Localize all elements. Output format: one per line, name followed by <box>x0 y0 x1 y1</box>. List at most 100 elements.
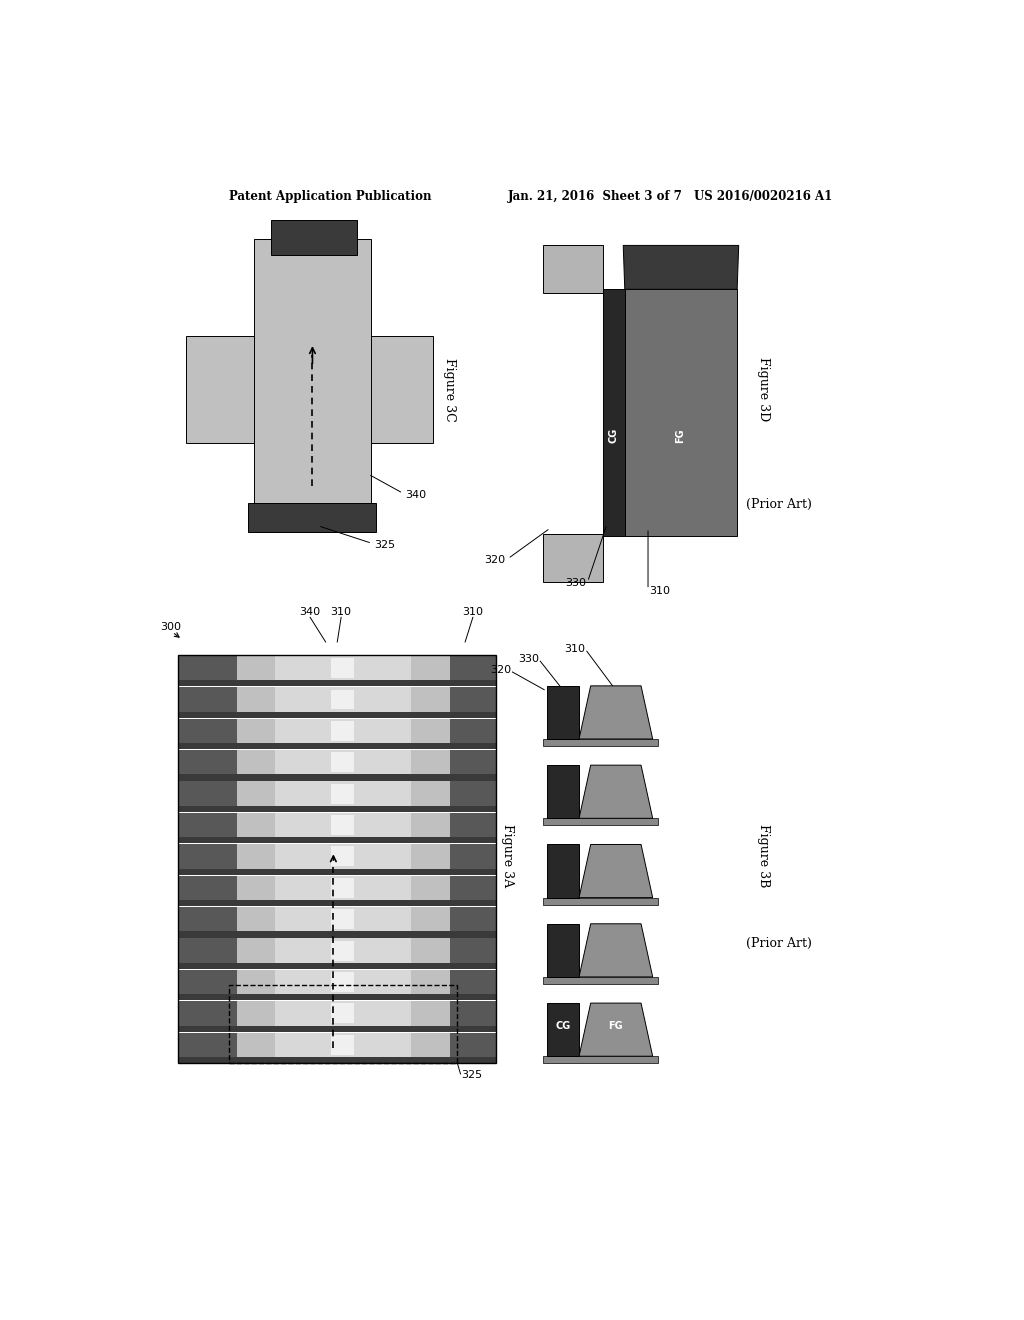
Bar <box>625 289 737 536</box>
Bar <box>547 1003 579 1056</box>
Bar <box>275 939 411 962</box>
Bar <box>450 845 496 869</box>
Bar <box>275 1032 411 1057</box>
Bar <box>603 289 625 536</box>
Bar <box>275 845 411 869</box>
Bar <box>450 718 496 743</box>
Bar <box>331 1003 354 1023</box>
Bar <box>178 900 496 907</box>
Text: 310: 310 <box>649 586 671 597</box>
Text: 325: 325 <box>375 540 395 550</box>
Bar <box>543 818 658 825</box>
Bar <box>237 688 450 711</box>
Text: 330: 330 <box>565 578 586 589</box>
Bar <box>178 939 237 962</box>
Text: FG: FG <box>676 428 686 444</box>
Bar <box>237 845 450 869</box>
Bar <box>178 869 496 875</box>
Bar <box>543 535 603 582</box>
Bar <box>547 845 579 898</box>
Bar <box>331 784 354 804</box>
Bar <box>543 1056 658 1063</box>
Text: 320: 320 <box>490 665 512 676</box>
Text: 340: 340 <box>300 607 321 616</box>
Bar <box>178 655 496 1063</box>
Bar <box>331 721 354 741</box>
Bar <box>228 985 458 1063</box>
Bar <box>178 711 496 718</box>
Bar <box>331 752 354 772</box>
Text: 340: 340 <box>406 490 427 500</box>
Text: 320: 320 <box>484 556 506 565</box>
Text: 310: 310 <box>463 607 483 616</box>
Bar <box>543 739 658 746</box>
Bar <box>543 898 658 904</box>
Bar <box>450 781 496 805</box>
Bar <box>543 977 658 983</box>
Bar <box>237 970 450 994</box>
Bar <box>178 805 496 812</box>
Text: 330: 330 <box>518 653 539 664</box>
Bar <box>331 878 354 898</box>
Bar <box>178 962 496 969</box>
Text: CG: CG <box>555 1022 570 1031</box>
Bar <box>547 924 579 977</box>
Bar <box>275 750 411 775</box>
Text: Figure 3A: Figure 3A <box>502 824 514 887</box>
Bar <box>331 814 354 836</box>
Text: FG: FG <box>608 1022 623 1031</box>
Bar <box>178 781 237 805</box>
Bar <box>331 659 354 678</box>
Bar <box>178 813 237 837</box>
Bar <box>254 239 371 532</box>
Bar <box>237 1032 450 1057</box>
Text: Figure 3D: Figure 3D <box>757 358 770 421</box>
Bar <box>331 909 354 929</box>
Bar <box>275 813 411 837</box>
Bar <box>543 246 603 293</box>
Polygon shape <box>579 766 652 818</box>
Bar <box>450 907 496 932</box>
Bar <box>275 970 411 994</box>
Bar <box>178 845 237 869</box>
Bar <box>331 972 354 991</box>
Bar <box>275 656 411 680</box>
Text: 300: 300 <box>160 622 181 631</box>
Bar <box>178 1032 237 1057</box>
Bar <box>237 813 450 837</box>
Bar <box>178 680 496 686</box>
Bar <box>450 970 496 994</box>
Bar <box>450 750 496 775</box>
Text: 325: 325 <box>461 1069 482 1080</box>
Bar <box>450 688 496 711</box>
Text: Figure 3C: Figure 3C <box>443 358 456 421</box>
Bar <box>178 932 496 937</box>
Bar <box>275 907 411 932</box>
Bar <box>178 1026 496 1032</box>
Bar <box>450 1032 496 1057</box>
Bar <box>450 939 496 962</box>
Bar <box>178 907 237 932</box>
Bar <box>331 689 354 709</box>
Bar <box>186 335 432 444</box>
Text: 310: 310 <box>331 607 351 616</box>
Text: (Prior Art): (Prior Art) <box>746 937 812 950</box>
Bar <box>178 718 237 743</box>
Bar <box>450 813 496 837</box>
Bar <box>450 1001 496 1026</box>
Bar <box>237 907 450 932</box>
Bar <box>178 656 237 680</box>
Polygon shape <box>579 845 652 898</box>
Bar <box>178 743 496 750</box>
Bar <box>237 875 450 900</box>
Bar <box>450 875 496 900</box>
Text: Patent Application Publication: Patent Application Publication <box>228 190 431 203</box>
Bar <box>178 750 237 775</box>
Bar <box>237 656 450 680</box>
Bar <box>178 875 237 900</box>
Polygon shape <box>579 1003 652 1056</box>
Bar <box>178 994 496 1001</box>
Bar <box>331 846 354 866</box>
Text: US 2016/0020216 A1: US 2016/0020216 A1 <box>693 190 831 203</box>
Bar <box>547 686 579 739</box>
